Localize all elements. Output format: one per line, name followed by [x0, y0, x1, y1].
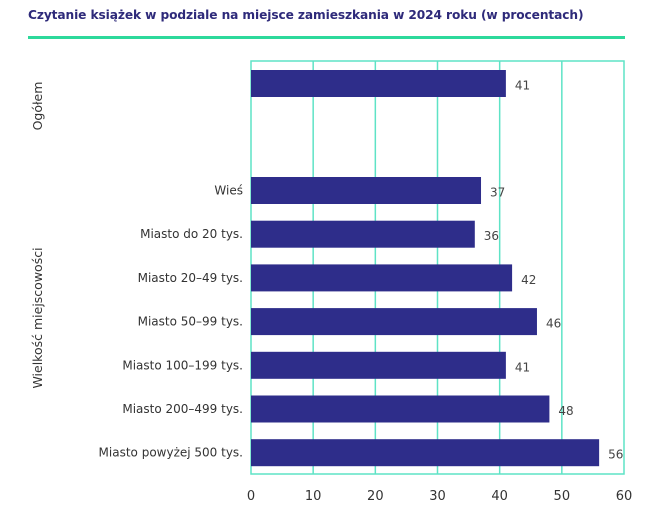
x-tick-label: 40: [491, 489, 508, 504]
chart-title: Czytanie książek w podziale na miejsce z…: [28, 8, 584, 22]
bar: [251, 264, 513, 292]
title-underline: [28, 36, 625, 39]
bar-value-label: 41: [515, 79, 530, 93]
x-tick-label: 60: [616, 489, 633, 504]
x-tick-label: 50: [554, 489, 571, 504]
bar: [251, 70, 506, 97]
x-tick-label: 30: [429, 489, 446, 504]
bar: [251, 220, 475, 248]
group-label: Wielkość miejscowości: [30, 247, 45, 388]
bar: [251, 439, 600, 467]
bar: [251, 351, 506, 379]
bar-value-label: 46: [546, 317, 561, 331]
category-label: Wieś: [214, 184, 243, 198]
category-label: Miasto 200–499 tys.: [122, 402, 243, 416]
x-tick-label: 20: [367, 489, 384, 504]
x-tick-label: 10: [305, 489, 322, 504]
category-label: Miasto 100–199 tys.: [122, 358, 243, 372]
bars: [251, 70, 600, 467]
bar-value-label: 48: [558, 404, 573, 418]
bar-value-label: 36: [484, 229, 499, 243]
bar: [251, 177, 482, 204]
bar: [251, 395, 550, 423]
bar-value-label: 41: [515, 360, 530, 374]
category-label: Miasto 50–99 tys.: [138, 315, 243, 329]
x-tick-label: 0: [247, 489, 255, 504]
bar-value-label: 42: [521, 273, 536, 287]
bar-value-label: 37: [490, 186, 505, 200]
bar-value-label: 56: [608, 448, 623, 462]
group-label: Ogółem: [30, 82, 45, 131]
category-label: Miasto do 20 tys.: [140, 227, 243, 241]
labels: 0 10 20 30 40 50 60 41 37 Wieś 36 Miasto do 20 tys.…: [30, 79, 632, 505]
bar: [251, 308, 537, 336]
category-label: Miasto powyżej 500 tys.: [99, 446, 243, 460]
category-label: Miasto 20–49 tys.: [138, 271, 243, 285]
